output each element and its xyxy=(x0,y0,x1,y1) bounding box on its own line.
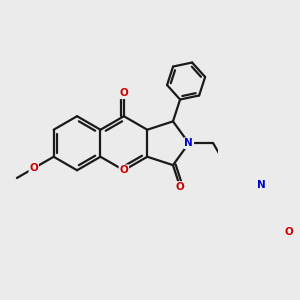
Text: O: O xyxy=(176,182,184,192)
Text: N: N xyxy=(184,138,193,148)
Text: O: O xyxy=(284,227,293,237)
Text: O: O xyxy=(29,163,38,173)
Text: N: N xyxy=(257,180,266,190)
Text: O: O xyxy=(119,88,128,98)
Text: O: O xyxy=(119,165,128,175)
